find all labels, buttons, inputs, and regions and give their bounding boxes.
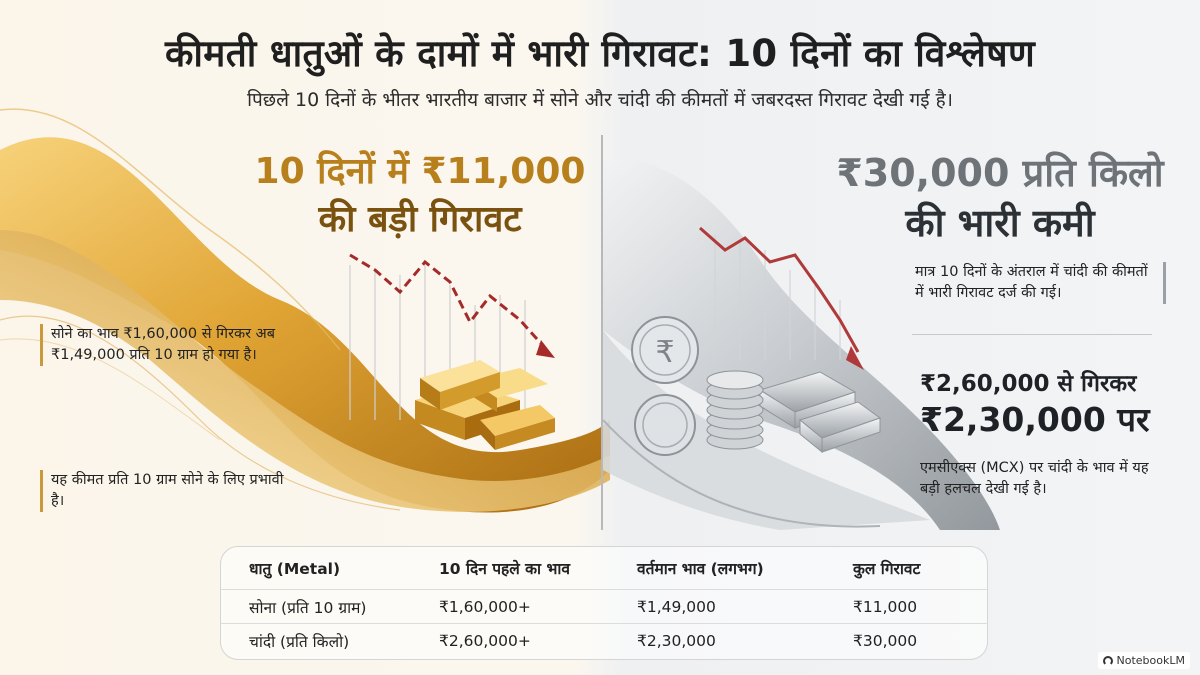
silver-price-from: ₹2,60,000 से गिरकर <box>920 371 1137 397</box>
silver-coins-bars-image: ₹ <box>631 316 882 456</box>
header-total-decline: कुल गिरावट <box>853 560 921 578</box>
notebooklm-icon <box>1102 655 1113 666</box>
gold-headline: 10 दिनों में ₹11,000 की बड़ी गिरावट <box>230 148 610 244</box>
silver-note-mcx: एमसीएक्स (MCX) पर चांदी के भाव में यह बड… <box>920 460 1149 497</box>
silver-separator <box>912 334 1152 335</box>
gold-bars-image <box>415 360 555 450</box>
table-header-row: धातु (Metal) 10 दिन पहले का भाव वर्तमान … <box>221 547 987 590</box>
table-row: चांदी (प्रति किलो) ₹2,60,000+ ₹2,30,000 … <box>221 623 987 657</box>
silver-headline-line2: की भारी कमी <box>905 201 1095 245</box>
silver-note-interval: मात्र 10 दिनों के अंतराल में चांदी की की… <box>915 262 1166 304</box>
cell-total-decline: ₹30,000 <box>853 623 987 657</box>
silver-decline-arrow <box>699 226 864 370</box>
cell-price-current: ₹2,30,000 <box>637 623 853 657</box>
table-row: सोना (प्रति 10 ग्राम) ₹1,60,000+ ₹1,49,0… <box>221 589 987 624</box>
header-price-before: 10 दिन पहले का भाव <box>439 560 570 578</box>
silver-headline-line1: ₹30,000 प्रति किलो <box>836 151 1164 195</box>
center-divider <box>601 135 603 530</box>
gold-headline-line1: 10 दिनों में ₹11,000 <box>254 151 586 192</box>
page-title: कीमती धातुओं के दामों में भारी गिरावट: 1… <box>164 32 1036 75</box>
gold-note-price: सोने का भाव ₹1,60,000 से गिरकर अब ₹1,49,… <box>40 324 321 366</box>
header-price-current: वर्तमान भाव (लगभग) <box>637 560 764 578</box>
cell-total-decline: ₹11,000 <box>853 589 987 624</box>
silver-price-to: ₹2,30,000 पर <box>920 400 1150 439</box>
cell-metal: चांदी (प्रति किलो) <box>221 623 439 657</box>
page-subtitle: पिछले 10 दिनों के भीतर भारतीय बाजार में … <box>247 89 953 111</box>
cell-price-current: ₹1,49,000 <box>637 589 853 624</box>
svg-text:₹: ₹ <box>655 335 674 370</box>
cell-price-before: ₹2,60,000+ <box>439 623 637 657</box>
gold-ribbon <box>0 108 610 513</box>
gold-headline-line2: की बड़ी गिरावट <box>318 199 522 240</box>
price-comparison-table: धातु (Metal) 10 दिन पहले का भाव वर्तमान … <box>220 546 988 660</box>
silver-ribbon <box>602 158 1000 531</box>
cell-price-before: ₹1,60,000+ <box>439 589 637 624</box>
silver-headline: ₹30,000 प्रति किलो की भारी कमी <box>810 148 1190 248</box>
gold-note-unit: यह कीमत प्रति 10 ग्राम सोने के लिए प्रभा… <box>40 470 291 512</box>
notebooklm-badge: NotebookLM <box>1097 652 1190 669</box>
cell-metal: सोना (प्रति 10 ग्राम) <box>221 589 439 624</box>
brand-label: NotebookLM <box>1116 654 1185 667</box>
header-metal: धातु (Metal) <box>249 560 341 578</box>
